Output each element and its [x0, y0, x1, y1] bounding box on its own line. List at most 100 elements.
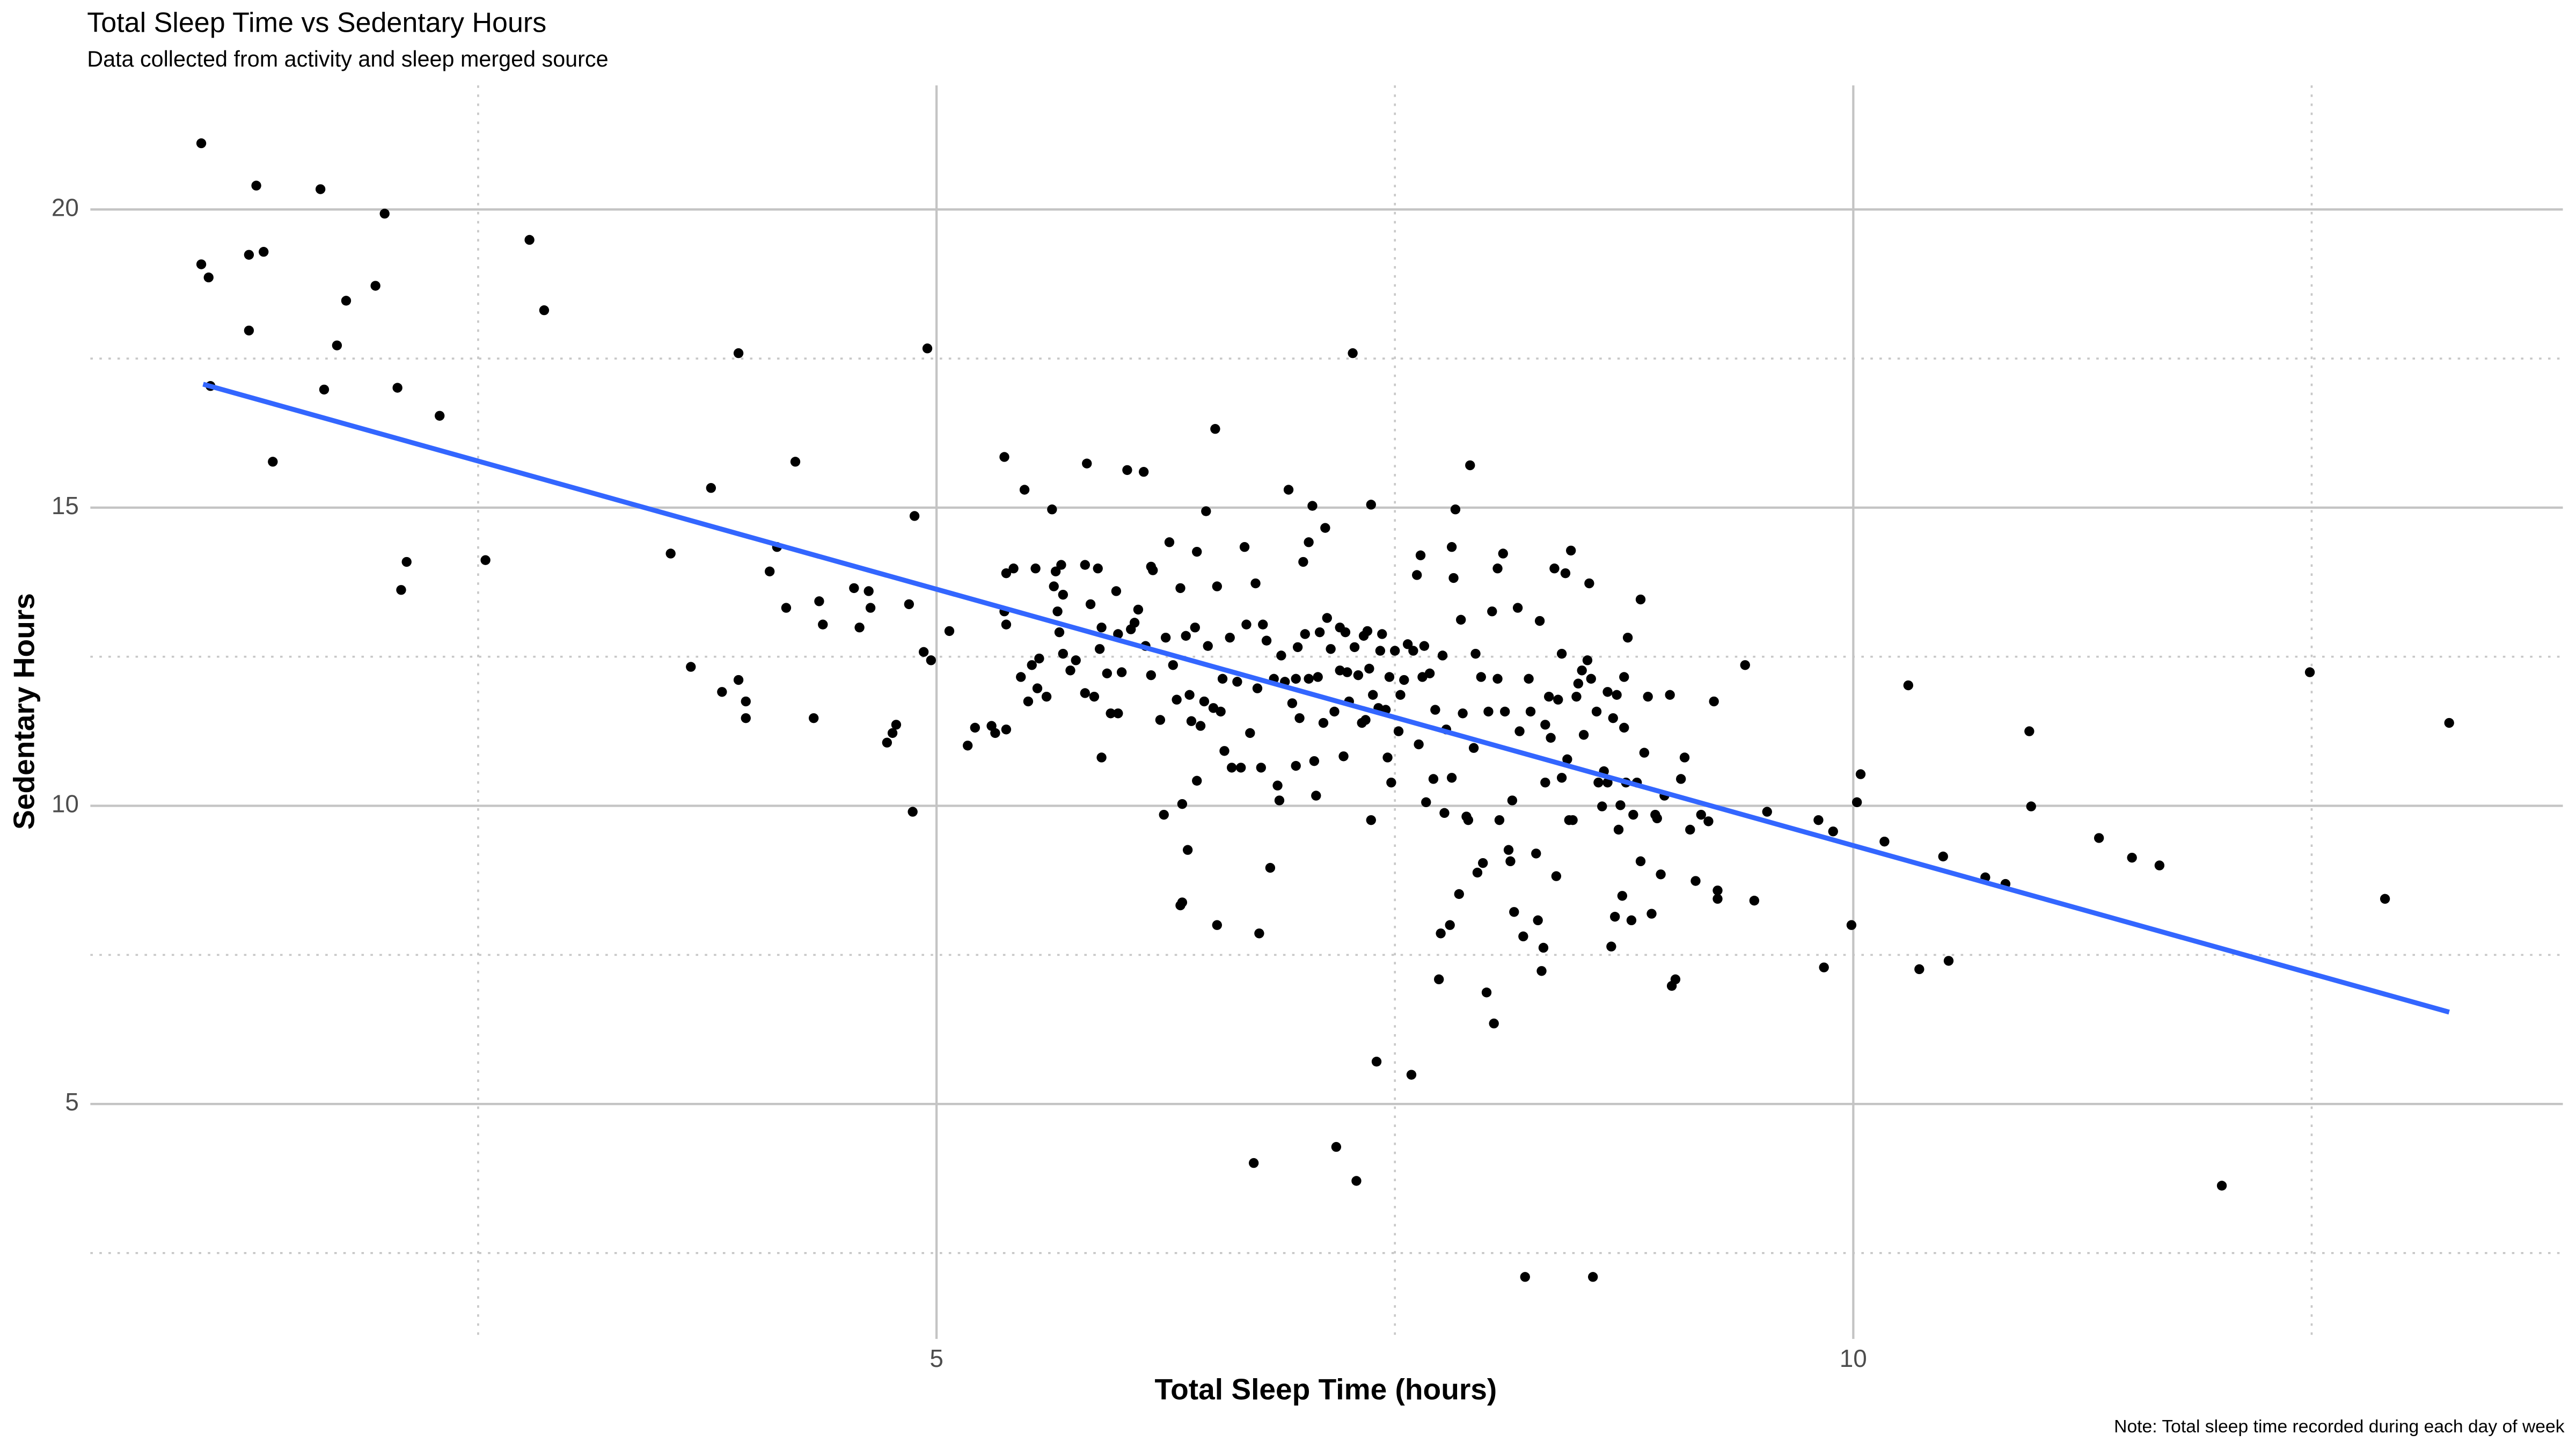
point	[1212, 581, 1222, 591]
point	[259, 247, 269, 257]
point	[1439, 808, 1450, 818]
point	[1619, 722, 1629, 733]
point	[196, 138, 207, 149]
point	[1309, 756, 1320, 766]
point	[1164, 537, 1175, 547]
point	[1549, 564, 1560, 574]
point	[1402, 639, 1413, 649]
point	[1304, 537, 1314, 547]
point	[1311, 791, 1321, 801]
point	[1551, 871, 1562, 881]
point	[790, 457, 801, 467]
point	[1518, 931, 1528, 942]
point	[1314, 627, 1325, 638]
point	[315, 184, 326, 194]
point	[1138, 467, 1149, 477]
point	[1096, 752, 1107, 763]
point	[733, 675, 744, 685]
point	[1351, 1176, 1362, 1186]
point	[1617, 891, 1628, 901]
point	[1424, 668, 1435, 678]
point	[1544, 691, 1554, 702]
point	[1177, 799, 1188, 809]
point	[1395, 690, 1406, 700]
point	[1390, 646, 1400, 656]
point	[1232, 677, 1242, 687]
point	[1665, 690, 1675, 700]
point	[1298, 557, 1308, 567]
point	[1241, 619, 1252, 630]
point	[1685, 824, 1695, 835]
point	[1294, 713, 1305, 723]
y-axis-label: Sedentary Hours	[8, 593, 41, 830]
point	[1593, 777, 1604, 788]
point	[1828, 826, 1838, 837]
point	[1265, 862, 1276, 873]
point	[396, 585, 406, 595]
point	[341, 296, 352, 306]
point	[1276, 650, 1286, 661]
point	[1023, 696, 1034, 707]
point	[1080, 688, 1090, 698]
point	[1713, 894, 1723, 904]
point	[1384, 672, 1395, 682]
point	[1129, 618, 1140, 628]
point	[1071, 655, 1081, 665]
point	[741, 696, 751, 707]
point	[741, 713, 751, 723]
point	[435, 411, 445, 421]
point	[1226, 763, 1237, 773]
point	[686, 662, 696, 672]
x-tick-label: 10	[1840, 1344, 1867, 1372]
point	[865, 603, 876, 613]
point	[1492, 564, 1503, 574]
point	[1514, 726, 1525, 736]
point	[1762, 807, 1772, 817]
point	[1041, 691, 1052, 702]
point	[1588, 1272, 1598, 1282]
point	[665, 548, 676, 559]
point	[1465, 460, 1475, 471]
point	[1082, 458, 1092, 469]
point	[1903, 680, 1914, 691]
point	[1159, 809, 1169, 820]
point	[1437, 650, 1448, 661]
point	[882, 737, 892, 748]
point	[1199, 696, 1210, 707]
point	[1058, 648, 1069, 659]
point	[1703, 816, 1714, 826]
point	[1252, 683, 1263, 693]
point	[1566, 545, 1576, 556]
point	[908, 807, 918, 817]
point	[1331, 1141, 1342, 1152]
point	[1184, 690, 1195, 700]
point	[1415, 550, 1426, 560]
point	[1058, 589, 1069, 600]
point	[1236, 763, 1246, 773]
point	[1258, 619, 1268, 630]
point	[1256, 763, 1266, 773]
point	[1080, 560, 1090, 570]
point	[1463, 815, 1474, 825]
point	[1032, 683, 1043, 693]
point	[1201, 506, 1211, 516]
point	[1434, 974, 1444, 985]
point	[1001, 568, 1012, 579]
point	[1274, 795, 1285, 806]
point	[1203, 641, 1213, 651]
point	[1177, 897, 1188, 908]
point	[1216, 706, 1226, 717]
point	[1085, 599, 1096, 610]
point	[1740, 660, 1750, 670]
point	[1626, 915, 1637, 926]
chart-subtitle: Data collected from activity and sleep m…	[87, 47, 608, 71]
point	[1553, 694, 1563, 705]
point	[1419, 641, 1430, 651]
point	[1584, 578, 1594, 589]
point	[1577, 665, 1587, 676]
point	[1938, 851, 1948, 862]
point	[1175, 583, 1185, 594]
point	[392, 383, 402, 393]
point	[1366, 500, 1376, 510]
